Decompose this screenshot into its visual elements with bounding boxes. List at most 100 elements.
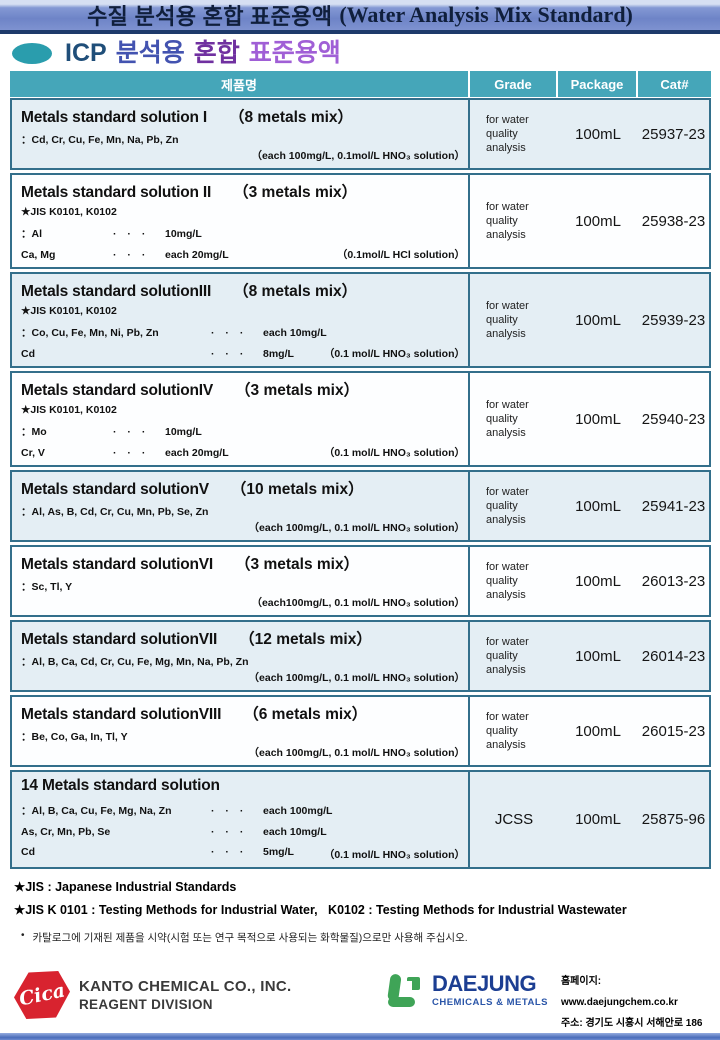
grade-cell: JCSS bbox=[494, 810, 534, 828]
product-name: Metals standard solutionIV bbox=[21, 382, 214, 399]
usage-caution-note: • 카탈로그에 기재된 제품을 시약(시험 또는 연구 목적으로 사용되는 화학… bbox=[21, 930, 468, 944]
product-name-line: Metals standard solutionIV （3 metals mix… bbox=[21, 378, 462, 400]
daejung-tagline: CHEMICALS & METALS bbox=[432, 996, 548, 1008]
product-table: 제품명 Grade Package Cat# Metals standard s… bbox=[10, 71, 711, 869]
header-product: 제품명 bbox=[10, 71, 470, 97]
package-cell: 100mL bbox=[575, 125, 621, 143]
product-mix-count: （3 metals mix） bbox=[235, 382, 360, 399]
grade-cell: for water quality analysis bbox=[486, 710, 529, 752]
table-header-row: 제품명 Grade Package Cat# bbox=[10, 71, 711, 97]
table-row: 14 Metals standard solution ：Al, B, Ca, … bbox=[10, 770, 711, 869]
daejung-text: DAEJUNG CHEMICALS & METALS bbox=[432, 972, 548, 1008]
product-solvent: （0.1 mol/L HNO₃ solution） bbox=[323, 447, 465, 459]
product-mix-count: （3 metals mix） bbox=[235, 556, 360, 573]
section-word-mix: 혼합 bbox=[193, 38, 240, 67]
header-package: Package bbox=[558, 71, 638, 97]
cica-hexagon-logo-icon: Cica bbox=[14, 971, 70, 1019]
cica-wordmark: Cica bbox=[17, 979, 67, 1011]
product-solvent: （each 100mg/L, 0.1 mol/L HNO₃ solution） bbox=[248, 747, 465, 759]
product-name-line: Metals standard solutionIII （8 metals mi… bbox=[21, 279, 462, 301]
jis-note: ★JIS K0101, K0102 bbox=[21, 305, 117, 317]
detail-line: ：Co, Cu, Fe, Mn, Ni, Pb, Zn · · · each 1… bbox=[21, 327, 327, 339]
product-name: Metals standard solution I bbox=[21, 109, 207, 126]
product-elements: ：Sc, Tl, Y bbox=[21, 581, 73, 593]
package-cell: 100mL bbox=[575, 811, 621, 828]
package-cell: 100mL bbox=[575, 311, 621, 329]
cat-number-cell: 25939-23 bbox=[641, 311, 706, 329]
product-mix-count: （10 metals mix） bbox=[230, 481, 364, 498]
product-elements: ：Al, As, B, Cd, Cr, Cu, Mn, Pb, Se, Zn bbox=[21, 506, 209, 518]
product-name: Metals standard solutionVII bbox=[21, 631, 218, 648]
section-word-icp: ICP bbox=[65, 38, 107, 67]
detail-line: Cd · · · 8mg/L bbox=[21, 348, 294, 360]
cat-number-cell: 26013-23 bbox=[641, 572, 706, 590]
product-cell: Metals standard solution II （3 metals mi… bbox=[12, 175, 470, 267]
package-cell: 100mL bbox=[575, 410, 621, 428]
ellipse-bullet-icon bbox=[12, 42, 52, 64]
product-solvent: （0.1 mol/L HNO₃ solution） bbox=[323, 348, 465, 360]
product-name-line: Metals standard solutionVIII （6 metals m… bbox=[21, 702, 462, 724]
product-elements: ：Al, B, Ca, Cd, Cr, Cu, Fe, Mg, Mn, Na, … bbox=[21, 656, 249, 668]
section-word-analysis: 분석용 bbox=[115, 38, 185, 67]
product-elements: ：Be, Co, Ga, In, Tl, Y bbox=[21, 731, 128, 743]
grade-cell: for water quality analysis bbox=[486, 635, 529, 677]
cat-number-cell: 25938-23 bbox=[641, 212, 706, 230]
detail-line: ：Mo · · · 10mg/L bbox=[21, 426, 202, 438]
table-row: Metals standard solutionVIII （6 metals m… bbox=[10, 695, 711, 767]
package-cell: 100mL bbox=[575, 647, 621, 665]
product-cell: Metals standard solutionV （10 metals mix… bbox=[12, 472, 470, 540]
cat-number-cell: 26015-23 bbox=[641, 722, 706, 740]
product-name-line: Metals standard solutionVI （3 metals mix… bbox=[21, 552, 462, 574]
cat-number-cell: 25875-96 bbox=[641, 811, 706, 828]
product-solvent: （each 100mg/L, 0.1mol/L HNO₃ solution） bbox=[251, 150, 465, 162]
grade-cell: for water quality analysis bbox=[486, 299, 529, 341]
product-solvent: （0.1 mol/L HNO₃ solution） bbox=[323, 849, 465, 861]
product-cell: Metals standard solutionVIII （6 metals m… bbox=[12, 697, 470, 765]
product-cell: Metals standard solutionVII （12 metals m… bbox=[12, 622, 470, 690]
cat-number-cell: 25941-23 bbox=[641, 497, 706, 515]
product-mix-count: （8 metals mix） bbox=[233, 283, 358, 300]
product-mix-count: （6 metals mix） bbox=[243, 706, 368, 723]
footnotes: ★JIS : Japanese Industrial Standards ★JI… bbox=[14, 879, 706, 945]
product-name-line: 14 Metals standard solution bbox=[21, 777, 462, 795]
bottom-accent-bar bbox=[0, 1033, 720, 1040]
kanto-company-name: KANTO CHEMICAL CO., INC. bbox=[79, 978, 292, 995]
product-mix-count: （8 metals mix） bbox=[229, 109, 354, 126]
table-row: Metals standard solutionVII （12 metals m… bbox=[10, 620, 711, 692]
product-solvent: （each100mg/L, 0.1 mol/L HNO₃ solution） bbox=[251, 597, 465, 609]
product-cell: Metals standard solutionIV （3 metals mix… bbox=[12, 373, 470, 465]
banner-title-english: (Water Analysis Mix Standard) bbox=[339, 2, 633, 27]
product-name-line: Metals standard solutionV （10 metals mix… bbox=[21, 477, 462, 499]
table-row: Metals standard solutionIII （8 metals mi… bbox=[10, 272, 711, 368]
grade-cell: for water quality analysis bbox=[486, 398, 529, 440]
kanto-division: REAGENT DIVISION bbox=[79, 997, 213, 1012]
grade-cell: for water quality analysis bbox=[486, 113, 529, 155]
detail-line: Ca, Mg · · · each 20mg/L bbox=[21, 249, 229, 261]
table-row: Metals standard solutionVI （3 metals mix… bbox=[10, 545, 711, 617]
product-solvent: （0.1mol/L HCl solution） bbox=[336, 249, 465, 261]
cat-number-cell: 26014-23 bbox=[641, 647, 706, 665]
contact-address: 주소: 경기도 시흥시 서해안로 186 bbox=[560, 1018, 703, 1029]
detail-line: Cr, V · · · each 20mg/L bbox=[21, 447, 229, 459]
product-mix-count: （3 metals mix） bbox=[233, 184, 358, 201]
product-name: Metals standard solutionVIII bbox=[21, 706, 222, 723]
jis-methods-note: ★JIS K 0101 : Testing Methods for Indust… bbox=[14, 903, 627, 917]
contact-website: 홈페이지: www.daejungchem.co.kr bbox=[560, 976, 678, 1008]
kanto-logo-block: Cica KANTO CHEMICAL CO., INC. REAGENT DI… bbox=[14, 971, 386, 1019]
bullet-icon: • bbox=[21, 930, 25, 941]
product-elements: ：Cd, Cr, Cu, Fe, Mn, Na, Pb, Zn bbox=[21, 134, 179, 146]
banner-title-korean: 수질 분석용 혼합 표준용액 bbox=[87, 4, 333, 29]
grade-cell: for water quality analysis bbox=[486, 200, 529, 242]
package-cell: 100mL bbox=[575, 497, 621, 515]
jis-note: ★JIS K0101, K0102 bbox=[21, 404, 117, 416]
detail-line: ：Al, B, Ca, Cu, Fe, Mg, Na, Zn · · · eac… bbox=[21, 805, 333, 817]
package-cell: 100mL bbox=[575, 722, 621, 740]
header-grade: Grade bbox=[470, 71, 558, 97]
grade-cell: for water quality analysis bbox=[486, 560, 529, 602]
package-cell: 100mL bbox=[575, 212, 621, 230]
table-row: Metals standard solutionV （10 metals mix… bbox=[10, 470, 711, 542]
section-heading: ICP 분석용 혼합 표준용액 bbox=[12, 39, 720, 67]
page-banner: 수질 분석용 혼합 표준용액 (Water Analysis Mix Stand… bbox=[0, 0, 720, 34]
contact-info: 홈페이지: www.daejungchem.co.kr 주소: 경기도 시흥시 … bbox=[561, 971, 720, 1040]
product-cell: 14 Metals standard solution ：Al, B, Ca, … bbox=[12, 772, 470, 867]
